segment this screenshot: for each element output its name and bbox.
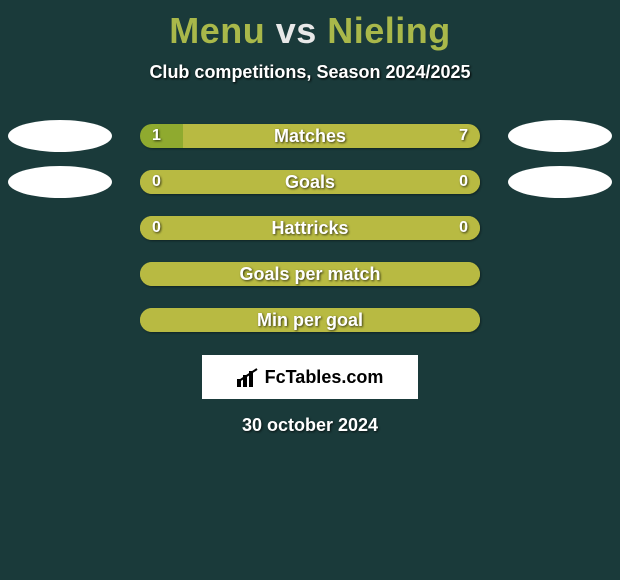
stat-label: Goals: [140, 172, 480, 193]
stat-row: Min per goal: [0, 297, 620, 343]
player1-name: Menu: [169, 10, 265, 51]
stat-row: 00Hattricks: [0, 205, 620, 251]
branding-chart-icon: [237, 367, 259, 387]
stat-label: Matches: [140, 126, 480, 147]
stats-chart: 17Matches 00Goals 00Hattricks Goals per mat…: [0, 113, 620, 343]
branding-box: FcTables.com: [202, 355, 418, 399]
date-text: 30 october 2024: [0, 415, 620, 436]
stat-row: Goals per match: [0, 251, 620, 297]
stat-label: Goals per match: [140, 264, 480, 285]
stat-bar: Min per goal: [140, 308, 480, 332]
player1-avatar: [8, 120, 112, 152]
player2-name: Nieling: [327, 10, 451, 51]
subtitle: Club competitions, Season 2024/2025: [0, 62, 620, 83]
stat-bar: Goals per match: [140, 262, 480, 286]
page-title: Menu vs Nieling: [0, 0, 620, 52]
player2-avatar: [508, 120, 612, 152]
player2-avatar: [508, 166, 612, 198]
stat-bar: 00Goals: [140, 170, 480, 194]
stat-bar: 17Matches: [140, 124, 480, 148]
branding-text: FcTables.com: [265, 367, 384, 388]
stat-label: Hattricks: [140, 218, 480, 239]
player1-avatar: [8, 166, 112, 198]
stat-row: 00Goals: [0, 159, 620, 205]
stat-row: 17Matches: [0, 113, 620, 159]
stat-bar: 00Hattricks: [140, 216, 480, 240]
vs-text: vs: [276, 10, 317, 51]
stat-label: Min per goal: [140, 310, 480, 331]
